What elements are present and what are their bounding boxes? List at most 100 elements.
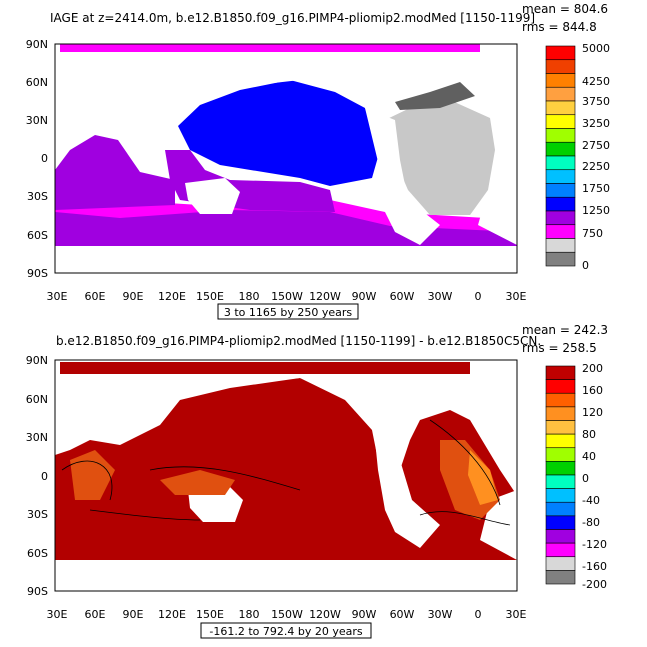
colorbar-swatch: [545, 100, 576, 116]
top-x-tick: 180: [239, 290, 260, 303]
top-cb-label: 3250: [582, 117, 610, 130]
bottom-x-tick: 60W: [390, 608, 415, 621]
bottom-cb-label: 40: [582, 450, 596, 463]
colorbar-swatch: [545, 406, 576, 421]
bottom-land-americas: [372, 410, 440, 548]
bottom-map-frame: [54, 359, 518, 592]
bottom-rms-label: rms = 258.5: [522, 341, 597, 355]
bottom-title: b.e12.B1850.f09_g16.PIMP4-pliomip2.modMe…: [56, 334, 541, 348]
bottom-x-tick: 90E: [123, 608, 144, 621]
colorbar-swatch: [545, 251, 576, 267]
colorbar-swatch: [545, 529, 576, 544]
top-y-tick: 30N: [26, 114, 48, 127]
colorbar-swatch: [545, 210, 576, 226]
colorbar-swatch: [545, 461, 576, 476]
colorbar-swatch: [545, 114, 576, 129]
bottom-contour-info-box: [200, 622, 372, 639]
colorbar-swatch: [545, 542, 576, 558]
colorbar-swatch: [545, 515, 576, 530]
bottom-y-axis: 90N 60N 30N 0 30S 60S 90S: [26, 354, 48, 598]
colorbar-swatch: [545, 447, 576, 462]
bottom-atlantic-mid: [468, 450, 498, 505]
bottom-map-field: [55, 360, 517, 591]
bottom-y-tick: 90S: [27, 585, 48, 598]
bottom-x-tick: 150E: [196, 608, 224, 621]
colorbar-swatch: [545, 570, 576, 585]
top-y-tick: 60S: [27, 229, 48, 242]
top-cb-label: 1750: [582, 182, 610, 195]
bottom-y-tick: 60N: [26, 393, 48, 406]
colorbar-swatch: [545, 86, 576, 102]
top-y-tick: 60N: [26, 76, 48, 89]
top-x-tick: 150E: [196, 290, 224, 303]
top-x-tick: 0: [475, 290, 482, 303]
top-arctic-band: [60, 44, 480, 52]
top-x-tick: 60W: [390, 290, 415, 303]
bottom-cb-label: -80: [582, 516, 600, 529]
top-arctic-dark: [395, 82, 475, 110]
top-contour-info-box: [217, 303, 359, 320]
bottom-colorbar-labels: 200 160 120 80 40 0 -40 -80 -120 -160 -2…: [582, 362, 607, 591]
bottom-contour-info: -161.2 to 792.4 by 20 years: [209, 625, 363, 638]
top-land-americas: [365, 108, 440, 245]
colorbar-swatch: [545, 556, 576, 571]
bottom-x-tick: 0: [475, 608, 482, 621]
top-land-africa: [478, 180, 517, 245]
top-cb-label: 3750: [582, 95, 610, 108]
top-cb-label: 4250: [582, 75, 610, 88]
top-y-axis: 90N 60N 30N 0 30S 60S 90S: [26, 38, 48, 280]
colorbar-swatch: [545, 365, 576, 380]
bottom-y-tick: 0: [41, 470, 48, 483]
bottom-contours: [61, 419, 511, 526]
colorbar-swatch: [545, 474, 576, 489]
top-southern-ocean-violet: [55, 210, 517, 246]
colorbar-swatch: [545, 501, 576, 517]
bottom-x-tick: 180: [239, 608, 260, 621]
colorbar-swatch: [545, 433, 576, 449]
bottom-cb-label: 0: [582, 472, 589, 485]
top-x-tick: 120W: [309, 290, 341, 303]
bottom-cb-label: -40: [582, 494, 600, 507]
colorbar-swatch: [545, 238, 576, 253]
bottom-x-tick: 60E: [85, 608, 106, 621]
bottom-land-asia: [55, 374, 440, 455]
top-x-tick: 60E: [85, 290, 106, 303]
top-x-tick: 90E: [123, 290, 144, 303]
colorbar-swatch: [545, 183, 576, 198]
top-panel: IAGE at z=2414.0m, b.e12.B1850.f09_g16.P…: [26, 2, 610, 320]
colorbar-swatch: [545, 73, 576, 88]
top-x-axis: 30E 60E 90E 120E 150E 180 150W 120W 90W …: [47, 290, 527, 303]
bottom-arctic-band: [60, 362, 470, 374]
top-y-tick: 30S: [27, 190, 48, 203]
top-x-tick: 90W: [352, 290, 377, 303]
top-land-asia: [55, 52, 440, 150]
bottom-cb-label: 160: [582, 384, 603, 397]
top-rms-label: rms = 844.8: [522, 20, 597, 34]
bottom-cb-label: 200: [582, 362, 603, 375]
top-cb-label: 1250: [582, 204, 610, 217]
colorbar-swatch: [545, 155, 576, 171]
top-x-tick: 150W: [271, 290, 303, 303]
colorbar-swatch: [545, 488, 576, 503]
colorbar-swatch: [545, 45, 576, 61]
bottom-y-tick: 30N: [26, 431, 48, 444]
colorbar-swatch: [545, 379, 576, 394]
bottom-pacific-high: [160, 470, 235, 495]
bottom-x-tick: 30E: [47, 608, 68, 621]
bottom-cb-label: -120: [582, 538, 607, 551]
top-cb-label: 750: [582, 227, 603, 240]
top-title: IAGE at z=2414.0m, b.e12.B1850.f09_g16.P…: [50, 11, 535, 25]
top-x-tick: 30W: [428, 290, 453, 303]
bottom-x-axis: 30E 60E 90E 120E 150E 180 150W 120W 90W …: [47, 608, 527, 621]
top-land-australia: [185, 178, 240, 214]
top-y-tick: 0: [41, 152, 48, 165]
top-contour-info: 3 to 1165 by 250 years: [224, 306, 353, 319]
bottom-cb-label: 120: [582, 406, 603, 419]
bottom-x-tick: 120W: [309, 608, 341, 621]
top-indian-ocean: [55, 135, 175, 210]
top-map-frame: [54, 43, 518, 274]
bottom-y-tick: 60S: [27, 547, 48, 560]
bottom-indian-high: [70, 450, 115, 500]
top-cb-label: 2750: [582, 139, 610, 152]
